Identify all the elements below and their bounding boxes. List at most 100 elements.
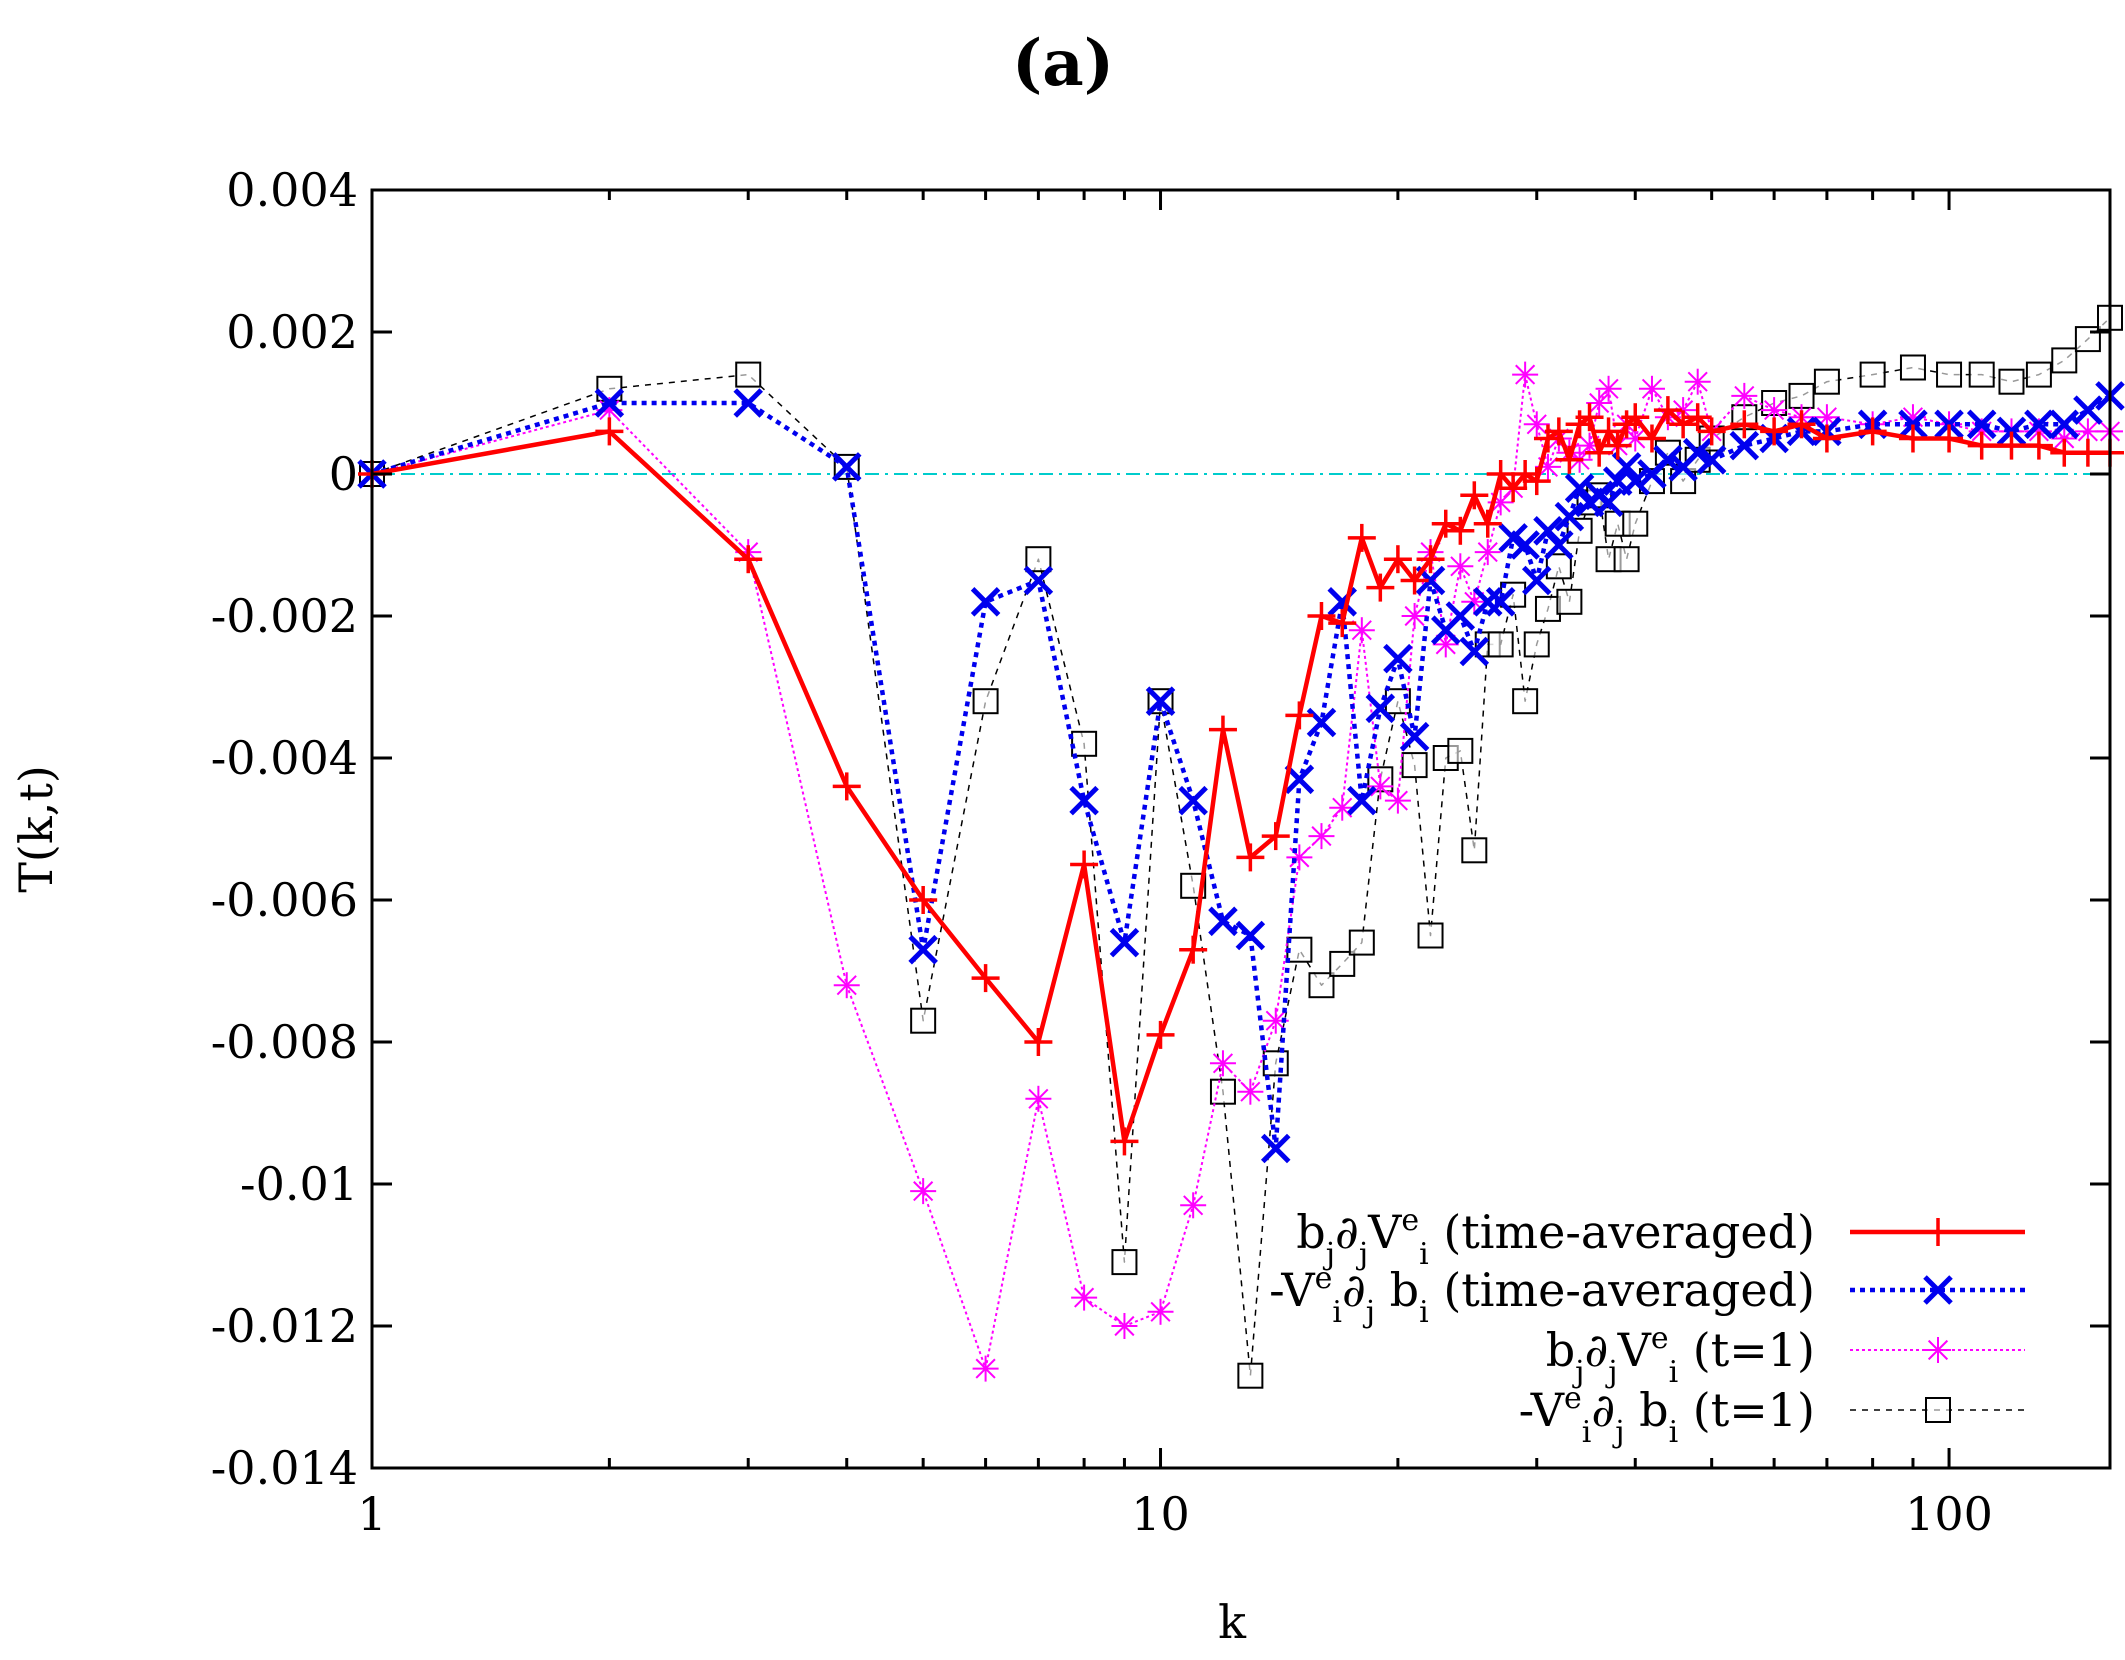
data-point-square	[2074, 326, 2101, 353]
data-point-plus	[1697, 417, 1726, 446]
data-point-plus	[1446, 516, 1475, 545]
data-point-plus	[1585, 438, 1614, 467]
data-point-plus	[595, 417, 624, 446]
data-point-plus	[1473, 509, 1502, 538]
data-point-plus	[1328, 609, 1357, 638]
data-point-star	[1348, 617, 1375, 644]
data-point-square	[1813, 368, 1840, 395]
data-point-square	[1622, 510, 1649, 537]
data-point-star	[1180, 1192, 1207, 1219]
data-point-star	[1586, 390, 1613, 416]
y-tick-label: -0.012	[211, 1299, 358, 1353]
data-point-star	[1731, 382, 1758, 409]
data-point-square	[1025, 546, 1052, 573]
data-point-cross	[970, 587, 1001, 617]
data-point-plus	[1366, 573, 1395, 602]
data-point-plus	[2050, 438, 2079, 467]
data-point-square	[1859, 361, 1886, 388]
data-point-square	[1556, 588, 1583, 615]
data-point-cross	[594, 388, 625, 418]
data-point-cross	[1696, 445, 1727, 475]
data-point-star	[1209, 1050, 1236, 1077]
data-point-square	[1401, 752, 1428, 779]
data-point-plus	[1575, 403, 1604, 432]
data-point-square	[1523, 631, 1550, 658]
data-point-cross	[1510, 530, 1540, 560]
data-point-cross	[1521, 565, 1552, 596]
data-point-star	[1925, 1337, 1951, 1363]
legend-label: bj∂jVei (t=1)	[1546, 1321, 1815, 1390]
data-point-square	[1968, 361, 1995, 388]
y-tick-label: -0.004	[211, 731, 358, 785]
data-point-cross	[1069, 785, 1099, 816]
data-point-square	[2025, 361, 2052, 388]
ticks-layer: 0.004 0.002 0 -0.002 -0.004 -0.006 -0.008 -0.01…	[211, 163, 2110, 1541]
y-tick-label: -0.006	[211, 873, 358, 927]
y-tick-label: -0.014	[211, 1441, 358, 1495]
data-point-cross	[1383, 643, 1413, 674]
y-tick-label: 0.002	[226, 305, 358, 359]
data-point-square	[1071, 730, 1098, 757]
data-point-square	[2051, 347, 2078, 374]
data-point-square	[1447, 737, 1474, 764]
data-point-cross	[1472, 587, 1503, 617]
data-point-cross	[1178, 785, 1208, 816]
data-point-plus	[1110, 1127, 1139, 1156]
data-point-square	[1417, 922, 1444, 949]
data-point-plus	[2024, 431, 2053, 460]
data-point-plus	[1555, 445, 1584, 474]
data-point-cross	[1682, 437, 1713, 468]
data-point-plus	[1307, 602, 1336, 630]
data-point-square	[1308, 972, 1335, 999]
y-tick-label: 0	[329, 447, 358, 501]
data-point-plus	[1179, 935, 1208, 964]
legend-label: bj∂jVei (time-averaged)	[1296, 1203, 1815, 1272]
data-point-cross	[2073, 395, 2103, 425]
data-point-plus	[1261, 822, 1290, 851]
series-line	[371, 407, 2110, 1144]
legend-entry-2: -Vei∂j bi (time-averaged)	[1269, 1261, 2025, 1330]
data-point-plus	[1486, 460, 1515, 488]
data-point-plus	[1653, 396, 1682, 425]
y-tick-label: -0.008	[211, 1015, 358, 1069]
data-point-cross	[1485, 587, 1516, 617]
data-point-cross	[1934, 409, 1964, 440]
data-point-plus	[1416, 545, 1445, 574]
data-point-plus	[1621, 403, 1650, 432]
data-point-cross	[1023, 565, 1054, 596]
data-point-plus	[971, 964, 1000, 993]
series-line	[371, 394, 2112, 1151]
data-point-plus	[1787, 410, 1816, 439]
data-point-square	[1545, 553, 1572, 580]
data-point-square	[1998, 368, 2025, 395]
data-point-square	[1487, 631, 1514, 658]
data-point-cross	[831, 452, 862, 482]
data-point-star	[1147, 1298, 1174, 1325]
data-point-plus	[1544, 417, 1573, 446]
data-point-plus	[1146, 1020, 1175, 1049]
data-point-plus	[1499, 474, 1528, 503]
data-point-cross	[1260, 1133, 1291, 1164]
data-point-plus	[1511, 460, 1540, 488]
legend-label: -Vei∂j bi (time-averaged)	[1269, 1261, 1815, 1330]
data-point-square	[1534, 595, 1561, 622]
data-point-square	[1512, 688, 1539, 715]
data-point-cross	[1235, 920, 1266, 951]
data-point-star	[1384, 787, 1411, 814]
data-point-plus	[1522, 467, 1551, 496]
data-point-star	[1237, 1078, 1264, 1105]
x-tick-label: 100	[1905, 1487, 1993, 1541]
data-point-star	[1638, 375, 1665, 402]
data-point-plus	[1603, 431, 1632, 460]
data-point-cross	[1544, 530, 1574, 560]
x-axis-label: k	[1218, 1595, 1247, 1649]
data-point-plus	[1383, 545, 1412, 574]
data-point-star	[1447, 553, 1474, 580]
data-point-star	[1367, 773, 1394, 800]
data-point-plus	[1637, 424, 1666, 453]
y-tick-label: -0.002	[211, 589, 358, 643]
data-point-plus	[1683, 403, 1712, 432]
legend-entry-4: -Vei∂j bi (t=1)	[1519, 1381, 2025, 1450]
data-point-plus	[1070, 850, 1099, 879]
